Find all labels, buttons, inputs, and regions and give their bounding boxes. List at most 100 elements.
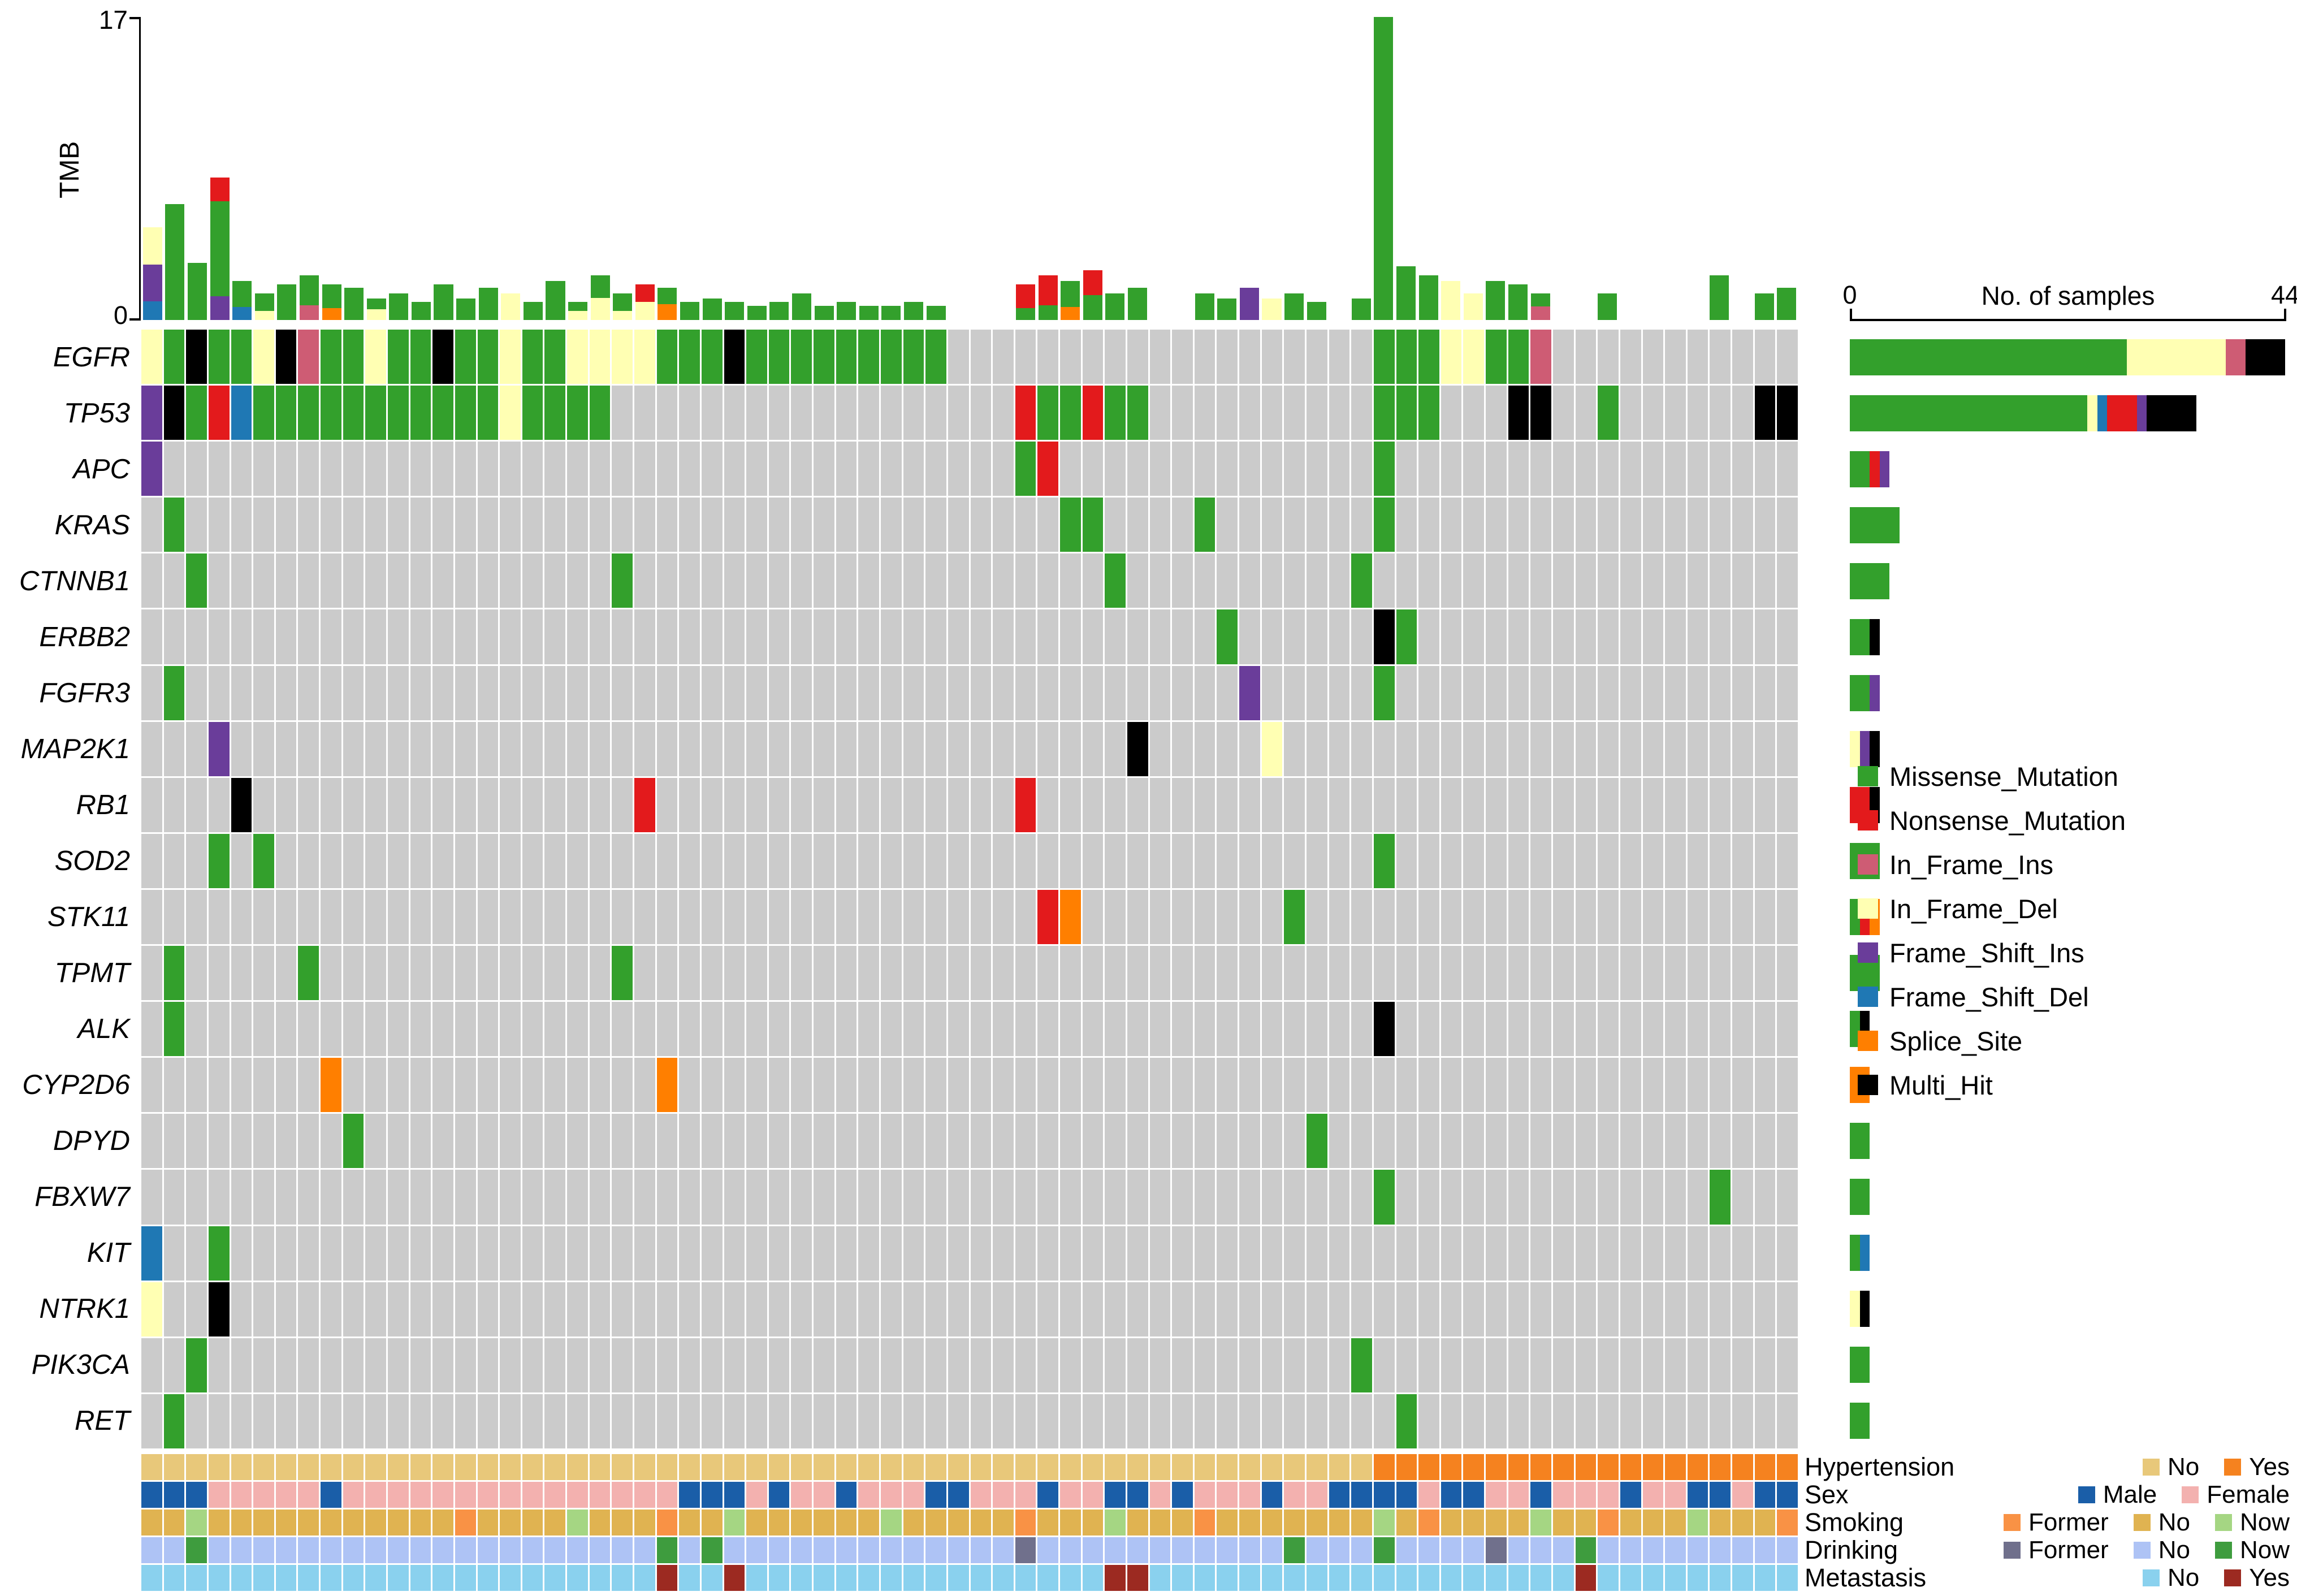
- matrix-cell: [186, 946, 207, 1001]
- matrix-cell: [500, 609, 521, 664]
- matrix-cell: [1149, 1170, 1171, 1225]
- matrix-cell: [724, 1282, 745, 1337]
- matrix-cell: [1307, 889, 1327, 945]
- matrix-cell: [522, 1114, 543, 1169]
- annotation-cell: [1418, 1537, 1439, 1563]
- matrix-cell: [768, 1114, 790, 1169]
- gene-sample-count-bar: [1850, 451, 1889, 488]
- annotation-cell: [1598, 1482, 1619, 1508]
- annotation-cell: [1082, 1565, 1104, 1591]
- matrix-cell: [321, 442, 341, 496]
- matrix-cell: [589, 553, 611, 608]
- matrix-cell: [1172, 665, 1193, 720]
- tmb-bar: [1688, 284, 1707, 320]
- matrix-cell: [836, 1394, 857, 1448]
- annotation-cell: [321, 1565, 341, 1591]
- matrix-cell: [1486, 946, 1507, 1001]
- matrix-cell: [163, 553, 185, 608]
- matrix-cell: [1307, 1226, 1327, 1281]
- matrix-cell: [298, 1282, 319, 1337]
- matrix-cell: [1710, 833, 1731, 888]
- matrix-cell: [1239, 498, 1260, 552]
- matrix-cell: [1239, 1114, 1260, 1169]
- matrix-cell: [544, 946, 566, 1001]
- matrix-cell: [1553, 946, 1574, 1001]
- matrix-cell: [612, 1226, 633, 1281]
- matrix-cell: [1060, 1170, 1081, 1225]
- gene-sample-count-bar: [1850, 395, 2196, 432]
- matrix-cell: [1329, 498, 1350, 552]
- annotation-cell: [656, 1454, 678, 1480]
- matrix-cell: [1149, 721, 1171, 776]
- matrix-cell: [522, 721, 543, 776]
- matrix-cell: [410, 889, 431, 945]
- matrix-cell: [1754, 1282, 1776, 1337]
- matrix-cell: [1642, 777, 1664, 832]
- legend-label: Former: [2028, 1508, 2109, 1536]
- matrix-cell: [1553, 498, 1574, 552]
- matrix-cell: [455, 721, 476, 776]
- matrix-cell: [1217, 1170, 1238, 1225]
- matrix-cell: [1060, 889, 1081, 945]
- annotation-cell: [410, 1510, 431, 1536]
- matrix-cell: [612, 442, 633, 496]
- tmb-slot: [1708, 17, 1731, 320]
- matrix-cell: [1307, 553, 1327, 608]
- matrix-cell: [253, 1114, 274, 1169]
- annotation-cell: [1530, 1537, 1551, 1563]
- matrix-cell: [679, 1394, 700, 1448]
- matrix-cell: [589, 1338, 611, 1392]
- annotation-cell: [1642, 1482, 1664, 1508]
- annotation-cell: [791, 1537, 812, 1563]
- matrix-cell: [612, 889, 633, 945]
- matrix-cell: [903, 1058, 924, 1113]
- annotation-cell: [298, 1510, 319, 1536]
- matrix-cell: [1082, 442, 1104, 496]
- matrix-cell: [141, 1058, 162, 1113]
- matrix-cell: [791, 386, 812, 440]
- matrix-cell: [724, 330, 745, 384]
- matrix-cell: [858, 386, 879, 440]
- matrix-cell: [365, 946, 386, 1001]
- annotation-cell: [1777, 1482, 1798, 1508]
- annotation-cell: [1329, 1482, 1350, 1508]
- matrix-cell: [1418, 833, 1439, 888]
- matrix-cell: [1463, 1170, 1485, 1225]
- tmb-bar: [344, 288, 364, 320]
- matrix-cell: [1486, 721, 1507, 776]
- annotation-cell: [1194, 1454, 1215, 1480]
- matrix-cell: [1463, 553, 1485, 608]
- matrix-cell: [1082, 777, 1104, 832]
- annotation-cell: [1217, 1565, 1238, 1591]
- matrix-cell: [656, 498, 678, 552]
- matrix-cell: [1127, 665, 1148, 720]
- matrix-cell: [1329, 442, 1350, 496]
- matrix-cell: [1598, 553, 1619, 608]
- matrix-cell: [836, 889, 857, 945]
- matrix-cell: [522, 1226, 543, 1281]
- matrix-cell: [1217, 1058, 1238, 1113]
- matrix-cell: [186, 833, 207, 888]
- matrix-cell: [275, 889, 297, 945]
- matrix-cell: [208, 777, 230, 832]
- tmb-slot: [1686, 17, 1708, 320]
- matrix-cell: [589, 498, 611, 552]
- matrix-cell: [1396, 777, 1417, 832]
- annotation-cell: [1620, 1537, 1641, 1563]
- annotation-cell: [1037, 1454, 1059, 1480]
- matrix-cell: [1620, 889, 1641, 945]
- tmb-axis-tick-top: [129, 17, 140, 19]
- matrix-cell: [1486, 833, 1507, 888]
- matrix-cell: [253, 1226, 274, 1281]
- matrix-cell: [656, 609, 678, 664]
- annotation-cell: [455, 1565, 476, 1591]
- matrix-cell: [1060, 553, 1081, 608]
- matrix-cell: [1575, 1282, 1597, 1337]
- annotation-cell: [970, 1482, 992, 1508]
- matrix-cell: [410, 1226, 431, 1281]
- matrix-cell: [814, 1394, 834, 1448]
- matrix-cell: [1194, 1170, 1215, 1225]
- annotation-cell: [321, 1510, 341, 1536]
- matrix-cell: [858, 665, 879, 720]
- matrix-cell: [365, 1170, 386, 1225]
